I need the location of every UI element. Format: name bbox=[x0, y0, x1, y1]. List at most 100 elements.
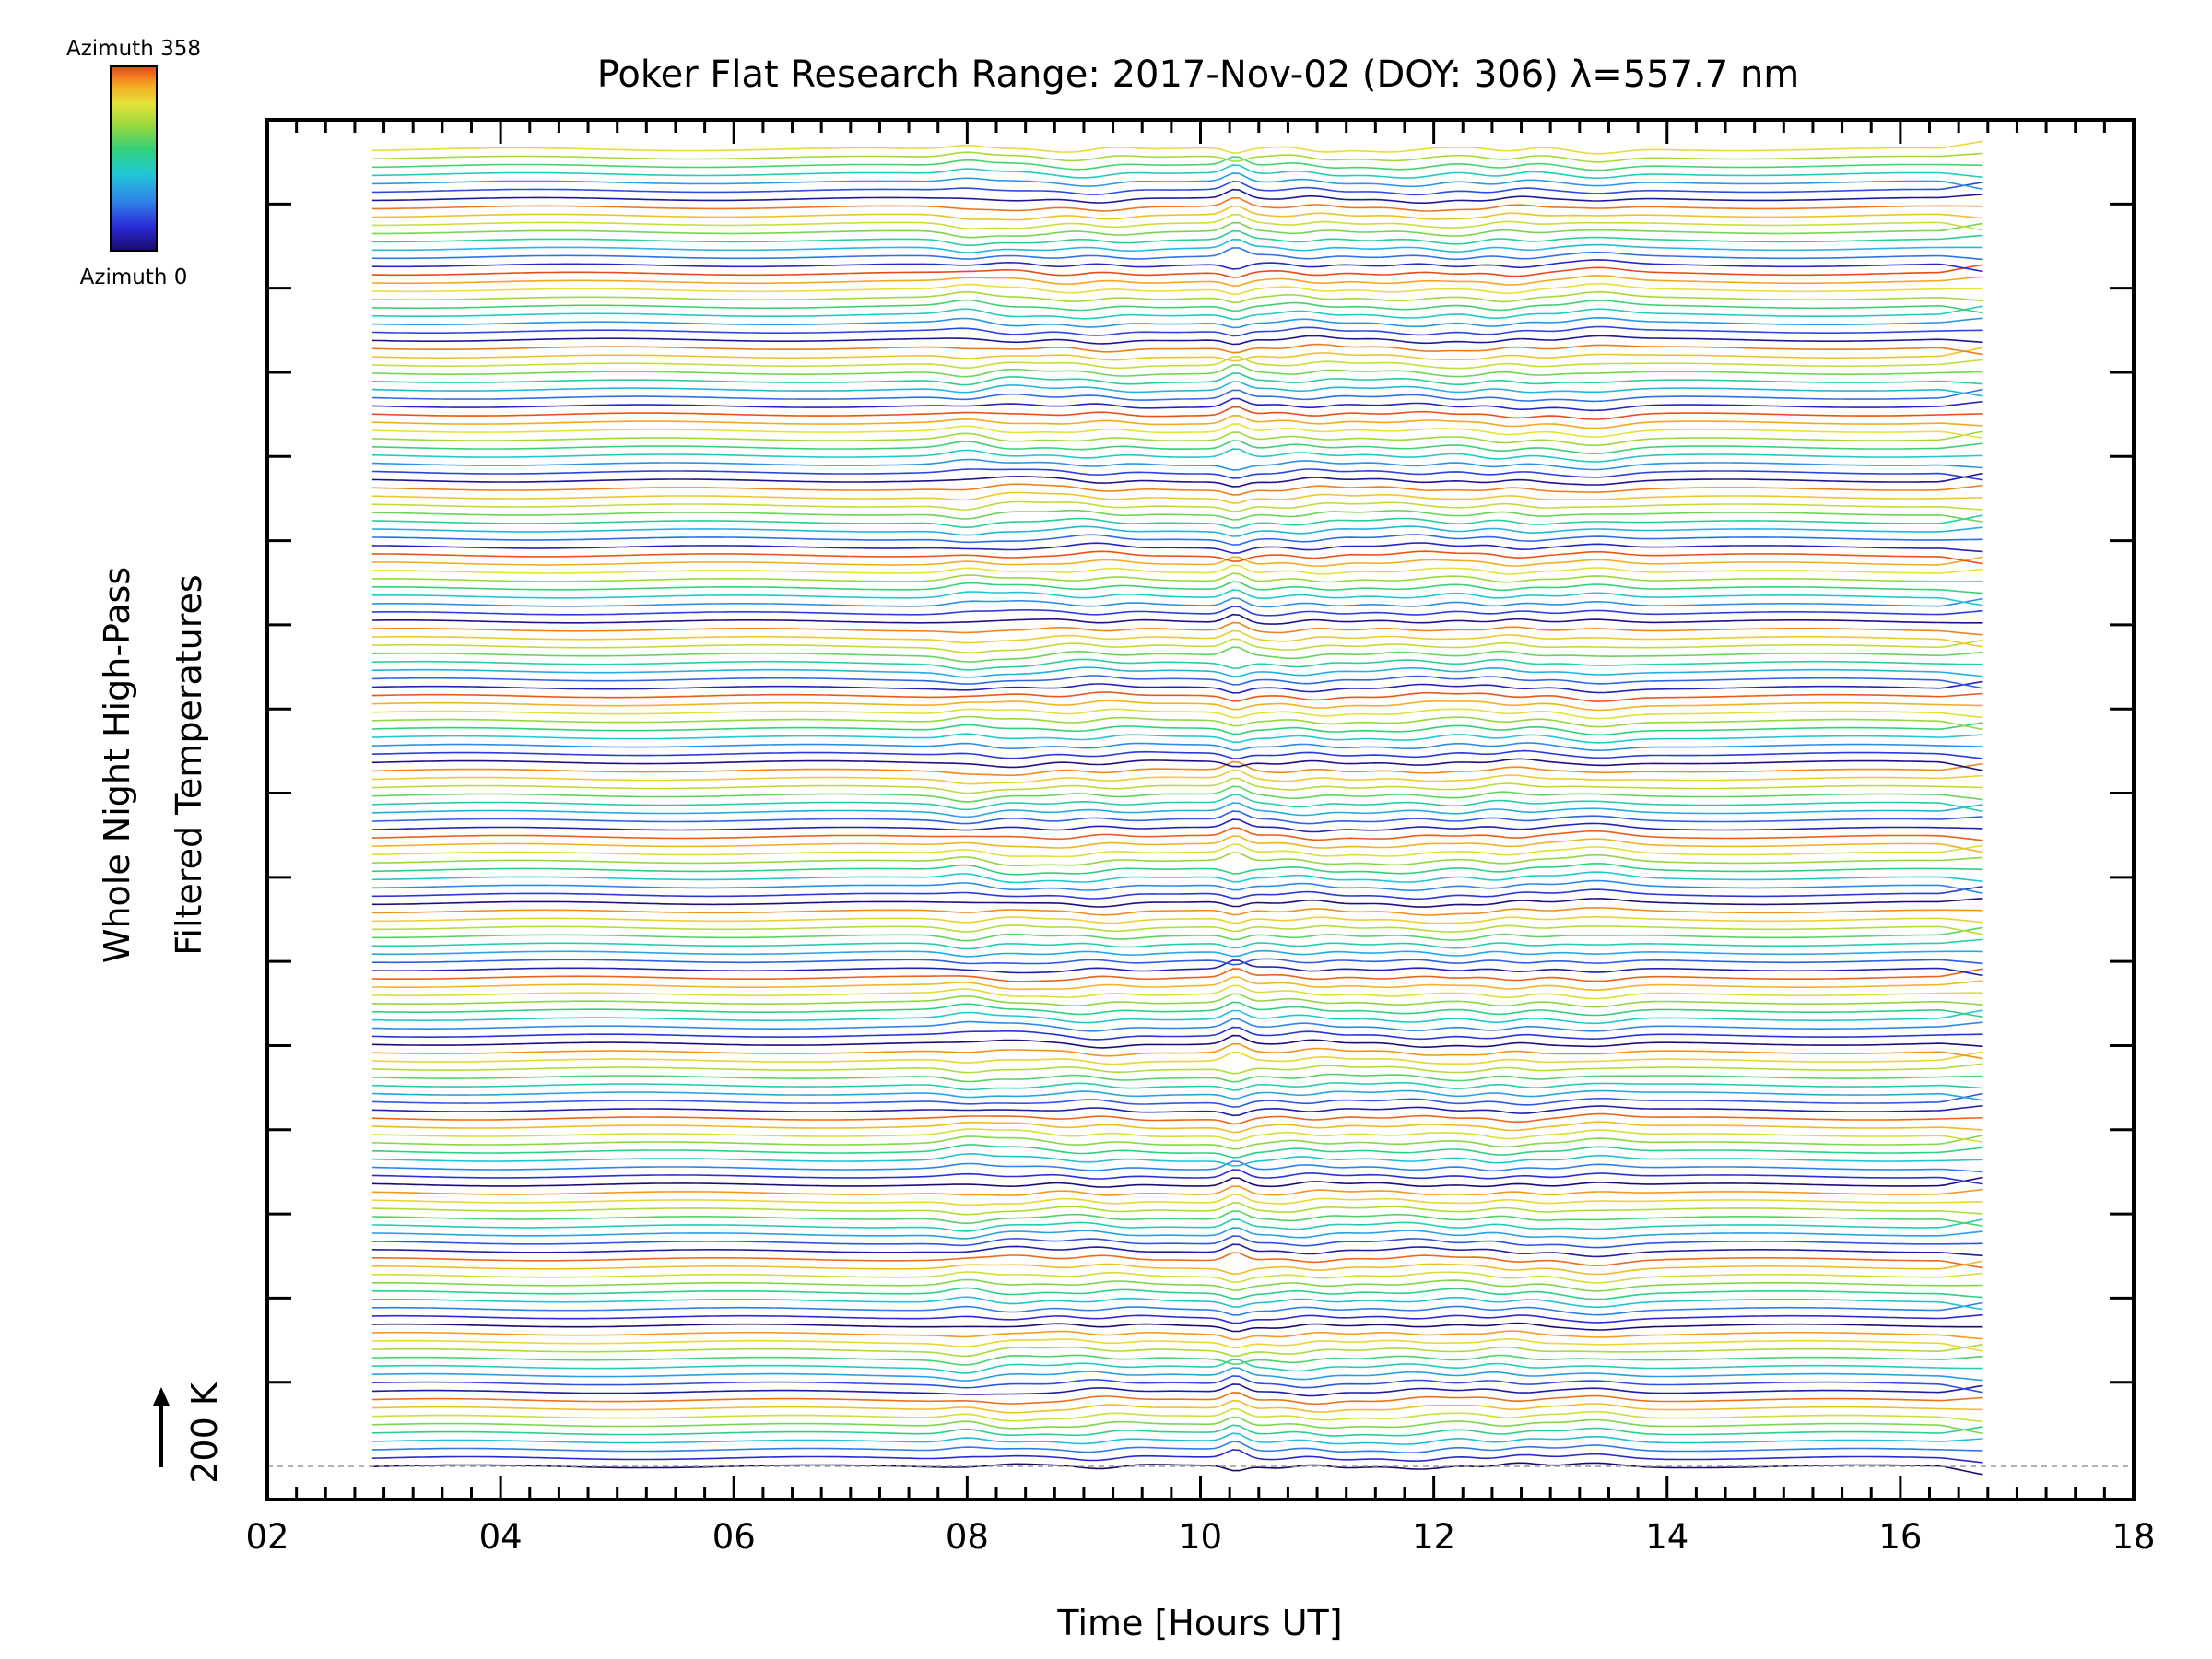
trace-line bbox=[371, 938, 1983, 950]
trace-line bbox=[371, 1432, 1983, 1445]
trace-line bbox=[371, 430, 1983, 446]
trace-line bbox=[371, 1081, 1983, 1091]
trace-line bbox=[371, 835, 1983, 853]
trace-line bbox=[371, 1210, 1983, 1227]
trace-line bbox=[371, 164, 1983, 180]
trace-line bbox=[371, 1296, 1983, 1311]
trace-line bbox=[371, 1227, 1983, 1240]
trace-line bbox=[371, 509, 1983, 523]
trace-line bbox=[371, 343, 1983, 356]
x-tick-label: 04 bbox=[479, 1517, 523, 1557]
trace-line bbox=[371, 550, 1983, 565]
trace-line bbox=[371, 758, 1983, 771]
trace-line bbox=[371, 1128, 1983, 1143]
trace-line bbox=[371, 852, 1983, 867]
trace-line bbox=[371, 1391, 1983, 1406]
trace-line bbox=[371, 372, 1983, 386]
trace-line bbox=[371, 629, 1983, 648]
trace-line bbox=[371, 500, 1983, 512]
trace-line bbox=[371, 440, 1983, 455]
trace-line bbox=[371, 1322, 1983, 1333]
trace-line bbox=[371, 715, 1983, 731]
chart-title: Poker Flat Research Range: 2017-Nov-02 (… bbox=[597, 53, 1800, 96]
trace-line bbox=[371, 968, 1983, 982]
trace-line bbox=[371, 1235, 1983, 1249]
trace-line bbox=[371, 1176, 1983, 1188]
trace-line bbox=[371, 926, 1983, 942]
trace-line bbox=[371, 1051, 1983, 1065]
trace-line bbox=[371, 491, 1983, 504]
trace-line bbox=[371, 1160, 1983, 1173]
trace-line bbox=[371, 958, 1983, 966]
trace-line bbox=[371, 1026, 1983, 1041]
trace-line bbox=[371, 708, 1983, 720]
colorbar-bottom-label: Azimuth 0 bbox=[80, 265, 188, 289]
trace-line bbox=[371, 862, 1983, 876]
trace-line bbox=[371, 1301, 1983, 1316]
trace-line bbox=[371, 356, 1983, 370]
trace-line bbox=[371, 1105, 1983, 1117]
trace-line bbox=[371, 347, 1983, 362]
trace-line bbox=[371, 666, 1983, 678]
trace-line bbox=[371, 514, 1983, 529]
trace-group bbox=[371, 140, 1983, 1476]
trace-line bbox=[371, 691, 1983, 702]
trace-line bbox=[371, 1112, 1983, 1125]
trace-line bbox=[371, 1441, 1983, 1453]
x-tick-label: 12 bbox=[1412, 1517, 1455, 1557]
trace-line bbox=[371, 316, 1983, 329]
trace-line bbox=[371, 305, 1983, 321]
trace-line bbox=[371, 675, 1983, 689]
trace-line bbox=[371, 680, 1983, 694]
trace-line bbox=[371, 1042, 1983, 1060]
trace-line bbox=[371, 810, 1983, 825]
trace-line bbox=[371, 1001, 1983, 1018]
colorbar bbox=[110, 65, 158, 252]
trace-line bbox=[371, 1330, 1983, 1341]
trace-line bbox=[371, 299, 1983, 314]
trace-line bbox=[371, 871, 1983, 884]
trace-line bbox=[371, 621, 1983, 636]
trace-line bbox=[371, 1287, 1983, 1300]
trace-line bbox=[371, 468, 1983, 481]
trace-line bbox=[371, 1135, 1983, 1150]
trace-line bbox=[371, 658, 1983, 671]
trace-line bbox=[371, 984, 1983, 1000]
trace-line bbox=[371, 458, 1983, 471]
x-tick-label: 10 bbox=[1179, 1517, 1222, 1557]
trace-line bbox=[371, 749, 1983, 759]
y-axis-label-line2: Filtered Temperatures bbox=[169, 574, 209, 955]
trace-line bbox=[371, 1359, 1983, 1374]
trace-line bbox=[371, 1354, 1983, 1366]
trace-line bbox=[371, 924, 1983, 935]
trace-line bbox=[371, 414, 1983, 429]
trace-line bbox=[371, 1152, 1983, 1167]
trace-line bbox=[371, 646, 1983, 663]
trace-line bbox=[371, 1194, 1983, 1206]
trace-line bbox=[371, 1121, 1983, 1134]
trace-line bbox=[371, 818, 1983, 833]
x-tick-labels: 02 04 06 08 10 12 14 16 18 bbox=[245, 1517, 2155, 1557]
trace-line bbox=[371, 777, 1983, 794]
trace-line bbox=[371, 1343, 1983, 1358]
trace-line bbox=[371, 906, 1983, 916]
trace-line bbox=[371, 1407, 1983, 1423]
trace-line bbox=[371, 423, 1983, 439]
trace-line bbox=[371, 247, 1983, 261]
trace-line bbox=[371, 1383, 1983, 1397]
trace-line bbox=[371, 335, 1983, 346]
trace-line bbox=[371, 1073, 1983, 1083]
trace-line bbox=[371, 448, 1983, 463]
trace-line bbox=[371, 1089, 1983, 1101]
trace-line bbox=[371, 949, 1983, 958]
trace-line bbox=[371, 879, 1983, 894]
trace-line bbox=[371, 140, 1983, 155]
trace-line bbox=[371, 1252, 1983, 1269]
trace-line bbox=[371, 700, 1983, 712]
trace-line bbox=[371, 172, 1983, 190]
trace-line bbox=[371, 290, 1983, 304]
trace-line bbox=[371, 1034, 1983, 1049]
trace-line bbox=[371, 597, 1983, 608]
trace-line bbox=[371, 151, 1983, 163]
